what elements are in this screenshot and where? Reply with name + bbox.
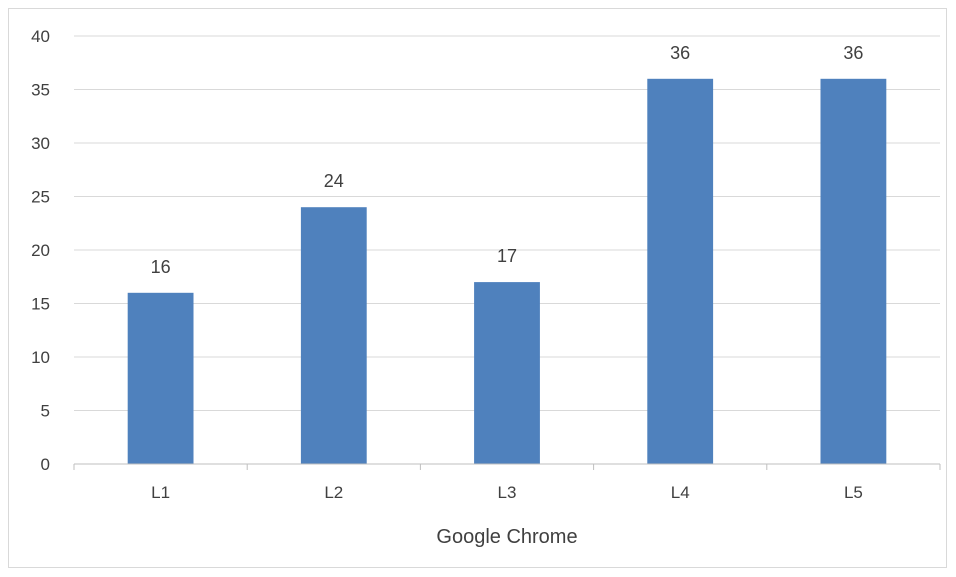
y-tick-label: 5	[41, 402, 50, 421]
x-axis	[73, 463, 941, 470]
y-tick-label: 10	[31, 348, 50, 367]
gridlines	[74, 35, 940, 411]
data-label-l4: 36	[670, 43, 690, 63]
x-category-label-l4: L4	[671, 483, 690, 502]
x-category-label-l5: L5	[844, 483, 863, 502]
y-tick-label: 25	[31, 188, 50, 207]
bar-l1	[127, 292, 194, 464]
bars	[127, 78, 887, 465]
y-tick-label: 40	[31, 27, 50, 46]
y-tick-label: 35	[31, 81, 50, 100]
data-label-l5: 36	[843, 43, 863, 63]
y-tick-label: 30	[31, 134, 50, 153]
bar-l2	[300, 207, 367, 464]
x-axis-category-labels: L1 L2 L3 L4 L5	[151, 483, 863, 502]
data-label-l1: 16	[151, 257, 171, 277]
y-tick-label: 15	[31, 295, 50, 314]
bar-l3	[474, 282, 540, 464]
bar-l5	[820, 78, 887, 465]
x-category-label-l2: L2	[324, 483, 343, 502]
x-category-label-l1: L1	[151, 483, 170, 502]
data-label-l3: 17	[497, 246, 517, 266]
bar-l4	[647, 78, 714, 465]
y-tick-label: 20	[31, 241, 50, 260]
y-tick-label: 0	[41, 455, 50, 474]
data-label-l2: 24	[324, 171, 344, 191]
y-axis-ticks: 0 5 10 15 20 25 30 35 40	[31, 27, 50, 474]
data-labels: 16 24 17 36 36	[151, 43, 864, 277]
x-axis-title: Google Chrome	[436, 526, 577, 548]
x-category-label-l3: L3	[498, 483, 517, 502]
